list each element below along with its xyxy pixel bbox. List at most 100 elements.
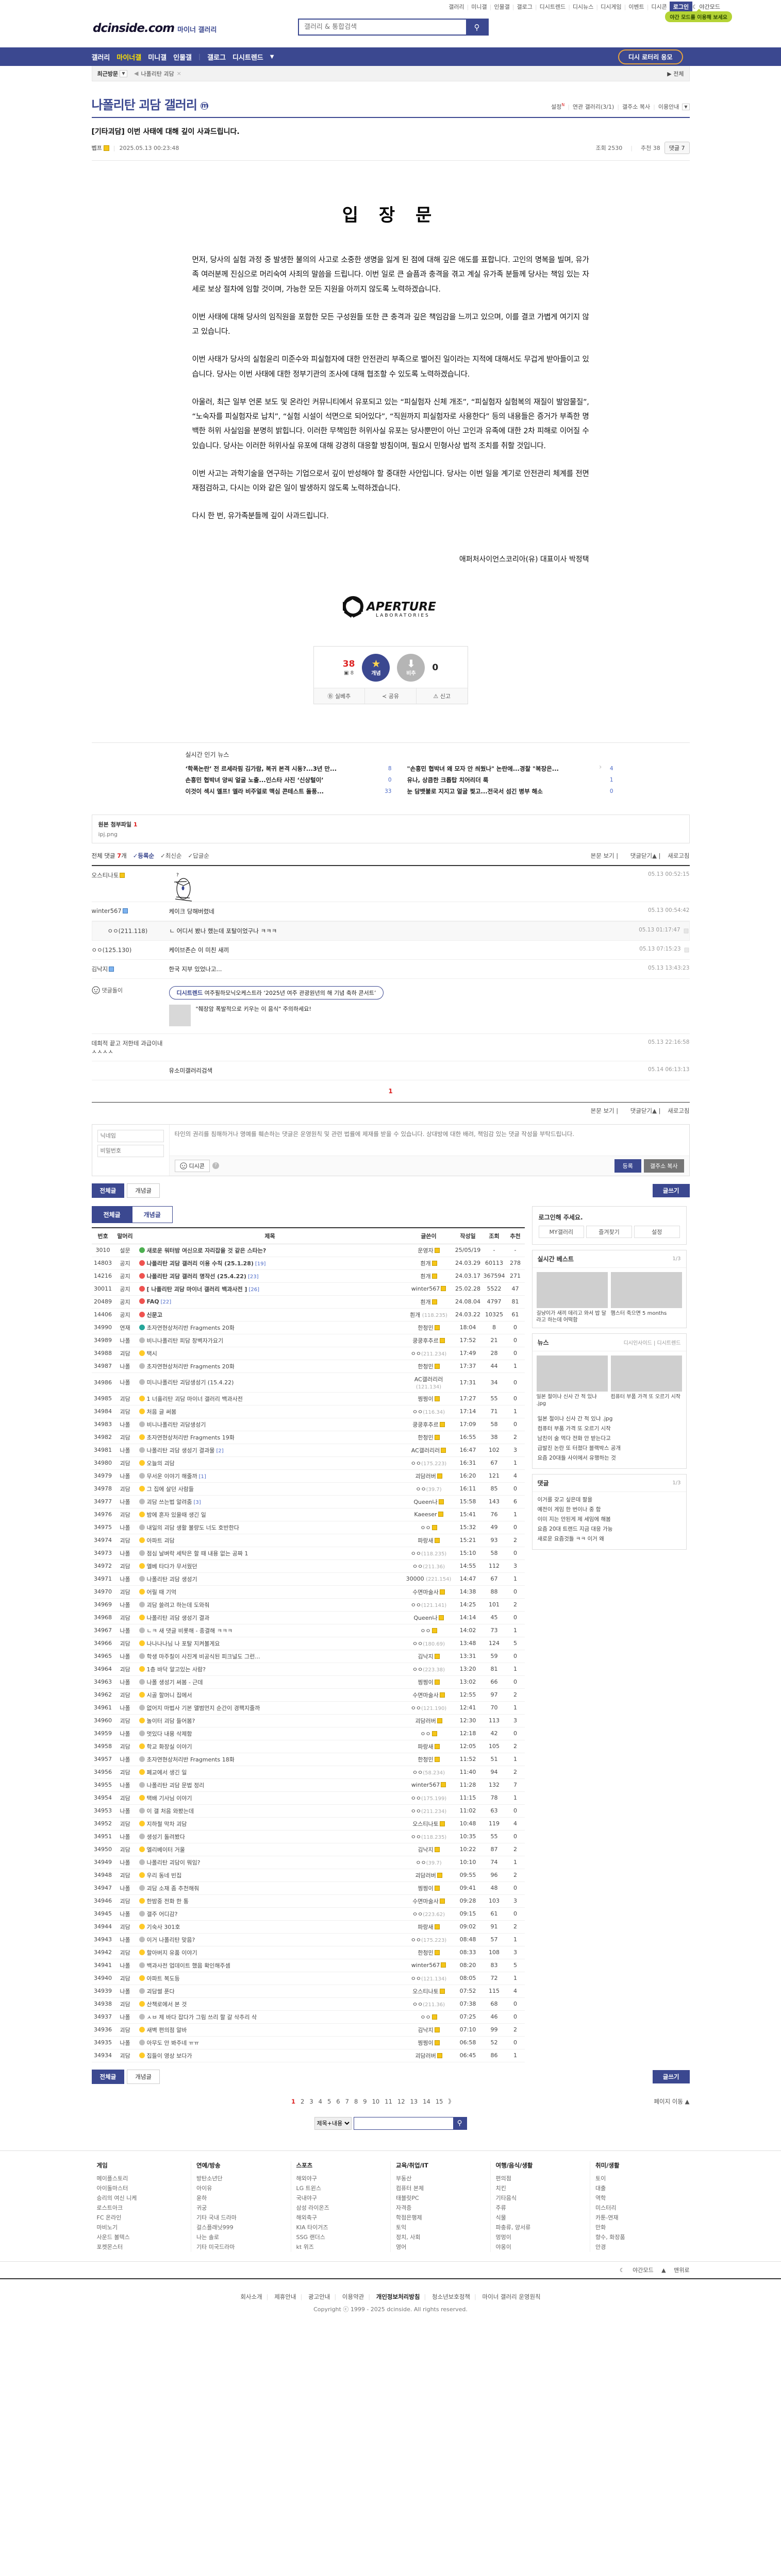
post-link[interactable]: 갤주 어디감? [146, 1910, 178, 1918]
cell-category[interactable]: 나폴 [114, 1572, 136, 1586]
footer-gallery-link[interactable]: 치킨 [495, 2184, 506, 2192]
table-row[interactable]: 34975 나폴 내일의 괴담 생활 불량도 너도 호반한다 ㅇㅇ 15:32 49 0 [91, 1521, 525, 1534]
cell-title[interactable]: 택시 [136, 1347, 404, 1360]
cell-category[interactable]: 나폴 [114, 1598, 136, 1612]
gnb-item-persongall[interactable]: 인물갤 [173, 54, 192, 62]
share-button[interactable]: ≺ 공유 [365, 688, 417, 704]
cell-title[interactable]: 아무도 안 봐주네 ㅠㅠ [136, 2036, 404, 2049]
gallog-icon[interactable] [434, 2027, 440, 2032]
cell-title[interactable]: 처음 글 써봄 [136, 1405, 404, 1418]
cell-writer[interactable]: 괴담러버 [404, 1869, 454, 1882]
comment-author[interactable]: winter567 [92, 907, 169, 916]
post-link[interactable]: 새로운 워터밤 여신으로 자리잡을 것 같은 스타는? [146, 1247, 267, 1254]
post-link[interactable]: ㄴㅋ 새 댓글 비롯해 - 종결해 ㅋㅋㅋ [146, 1627, 233, 1634]
gallog-icon[interactable] [103, 145, 109, 151]
recent-visit-item[interactable]: 나폴리탄 괴담 [141, 70, 174, 77]
cell-category[interactable]: 나폴 [114, 1372, 136, 1393]
cell-title[interactable]: 기숙사 301호 [136, 1920, 404, 1934]
util-link-dcnews[interactable]: 디시뉴스 [572, 4, 594, 10]
post-link[interactable]: 나폴리탄 괴담 생성기 [146, 1575, 197, 1583]
post-link[interactable]: 나폴리탄 괴담이 뭐임? [146, 1859, 201, 1866]
footer-gallery-link[interactable]: 아이돌마스터 [96, 2184, 128, 2192]
post-link[interactable]: 어릴 때 기억 [146, 1588, 177, 1596]
cell-title[interactable]: 한밤중 전화 한 통 [136, 1894, 404, 1908]
cell-writer[interactable]: 흰개 (118.235) [404, 1308, 454, 1321]
post-link[interactable]: 점심 날벼락 세탁은 할 때 내용 없는 공짜 1 [146, 1550, 248, 1557]
cell-writer[interactable]: 찡찡이 [404, 2036, 454, 2049]
cell-writer[interactable]: 쿵쿵후추르 [404, 1334, 454, 1347]
page-link-5[interactable]: 5 [327, 2097, 331, 2105]
util-link-dcgame[interactable]: 디시게임 [601, 4, 622, 10]
util-link-dccon[interactable]: 디시콘 [651, 4, 667, 10]
comment-author[interactable] [92, 1066, 169, 1075]
post-link[interactable]: 지하철 막차 괴담 [146, 1820, 187, 1827]
cell-category[interactable]: 괴담 [114, 1560, 136, 1573]
comment-count-button[interactable]: 댓글 7 [664, 142, 690, 154]
cell-category[interactable]: 괴담 [114, 1663, 136, 1676]
thumb-item[interactable]: 일본 절이나 신사 간 적 있냐 .jpg [536, 1355, 608, 1407]
page-link-8[interactable]: 8 [354, 2097, 358, 2105]
cell-title[interactable]: 집들이 영상 보다가 [136, 2049, 404, 2062]
best-posts-button[interactable]: 개념글 [127, 1183, 160, 1198]
page-link-7[interactable]: 7 [345, 2097, 349, 2105]
nickname-input[interactable] [97, 1129, 164, 1142]
post-link[interactable]: 1층 바닥 알고있는 사람? [146, 1666, 206, 1673]
post-link[interactable]: 이 갤 처음 와봤는데 [146, 1807, 194, 1815]
table-row[interactable]: 34969 나폴 괴담 쓸려고 하는데 도와줘 ㅇㅇ(121.141) 14:25 101… [91, 1598, 525, 1612]
cell-category[interactable]: 나폴 [114, 1444, 136, 1457]
table-row[interactable]: 14216 공지 나폴리탄 괴담 갤러리 명작선 (25.4.22) [23] 흰개 24… [91, 1269, 525, 1283]
gallog-icon[interactable] [441, 1782, 446, 1788]
cell-category[interactable]: 나폴 [114, 1804, 136, 1818]
copy-url-button[interactable]: 갤주소 복사 [643, 1159, 684, 1173]
thumb-item[interactable]: 햄스터 죽으면 5 months [610, 1272, 682, 1324]
view-post-link-bottom[interactable]: 본문 보기 [590, 1107, 614, 1114]
cell-writer[interactable]: ㅇㅇ(39.7) [404, 1482, 454, 1496]
table-row[interactable]: 30011 공지[ 나폴리탄 괴담 마이너 갤러리 백과사전 ] [26] winte… [91, 1282, 525, 1296]
cell-writer[interactable]: ㅇㅇ(118.235) [404, 1547, 454, 1560]
comment-author[interactable]: 김낙지 [92, 965, 169, 973]
page-link-9[interactable]: 9 [363, 2097, 367, 2105]
list-item[interactable]: 예전이 게임 한 번이나 중 함 [537, 1506, 601, 1513]
post-link[interactable]: 우리 동네 빈집 [146, 1872, 182, 1879]
post-link[interactable]: 한밤중 전화 한 통 [146, 1897, 189, 1905]
gnb-item-minorgall[interactable]: 마이너갤 [117, 54, 142, 62]
post-link[interactable]: 학교 화장실 이야기 [146, 1743, 192, 1750]
footer-gallery-link[interactable]: LG 트윈스 [296, 2184, 322, 2192]
ad-banner[interactable]: 디시트렌드 여주필하모닉오케스트라 ‘2025년 여주 관광원년의 해 기념 축… [169, 986, 384, 999]
table-row[interactable]: 34976 괴담 밤에 혼자 있을때 생긴 일 Kaeeser 15:41 76 1 [91, 1508, 525, 1521]
cell-title[interactable]: 나폴리탄 괴담 갤러리 이용 수칙 (25.1.28) [19] [136, 1257, 404, 1270]
write-post-button[interactable]: 글쓰기 [652, 1183, 690, 1197]
gallog-icon[interactable] [431, 1299, 437, 1304]
post-link[interactable]: 미니나폴리탄 괴담생성기 (15.4.22) [146, 1379, 234, 1386]
cell-category[interactable]: 괴담 [114, 1534, 136, 1547]
cell-writer[interactable]: ㅇㅇ(223.62) [404, 1907, 454, 1921]
all-posts-button-bottom[interactable]: 전체글 [91, 2069, 125, 2084]
footer-gallery-link[interactable]: 메이플스토리 [96, 2175, 128, 2182]
post-link[interactable]: 엘리베이터 거울 [146, 1846, 185, 1853]
footer-gallery-link[interactable]: 대출 [595, 2184, 606, 2192]
cell-writer[interactable]: 한청민 [404, 1321, 454, 1334]
footer-gallery-link[interactable]: 기타 국내 드라마 [196, 2214, 237, 2221]
cell-writer[interactable]: 한청민 [404, 1360, 454, 1373]
table-row[interactable]: 34943 나폴 이거 나폴리탄 맞음? ㅇㅇ(175.223) 08:48 57 1 [91, 1933, 525, 1946]
comment-sort-latest[interactable]: ✓최신순 [160, 852, 182, 859]
cell-title[interactable]: 이 갤 처음 와봤는데 [136, 1804, 404, 1818]
cell-title[interactable]: 생성기 돌려봤다 [136, 1830, 404, 1843]
cell-category[interactable]: 나폴 [114, 1882, 136, 1895]
downvote-button[interactable]: ⬇ 비추 [397, 653, 425, 682]
cell-category[interactable]: 괴담 [114, 1740, 136, 1753]
cell-category[interactable]: 괴담 [114, 1972, 136, 1985]
cell-title[interactable]: 산책로에서 본 것 [136, 1997, 404, 2011]
cell-category[interactable]: 나폴 [114, 1753, 136, 1766]
cell-title[interactable]: 나폴리탄 괴담이 뭐임? [136, 1856, 404, 1869]
cell-writer[interactable]: 파랑새 [404, 1740, 454, 1753]
post-link[interactable]: 폐교에서 생긴 일 [146, 1769, 187, 1776]
cell-title[interactable]: 폐교에서 생긴 일 [136, 1766, 404, 1779]
gallog-icon[interactable] [439, 1821, 445, 1826]
page-link-12[interactable]: 12 [397, 2097, 405, 2105]
post-link[interactable]: 괴담 소재 좀 추천해줘 [146, 1885, 200, 1892]
post-link[interactable]: 생성기 돌려봤다 [146, 1833, 185, 1840]
cell-title[interactable]: [ 나폴리탄 괴담 마이너 갤러리 백과사전 ] [26] [136, 1282, 404, 1296]
footer-gallery-link[interactable]: 걸스플래닛999 [196, 2224, 234, 2231]
gallog-icon[interactable] [109, 966, 114, 972]
